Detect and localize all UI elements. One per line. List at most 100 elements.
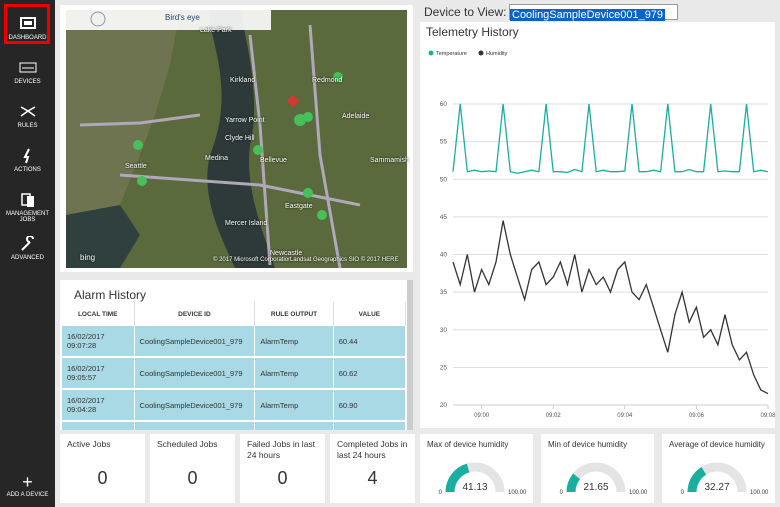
map[interactable] — [60, 5, 413, 272]
alarm-cell: 16/02/2017 09:04:28 — [62, 389, 135, 422]
alarm-table: LOCAL TIME DEVICE ID RULE OUTPUT VALUE 16/02… — [62, 302, 407, 430]
legend-label: Humidity — [486, 51, 508, 57]
alarm-cell: AlarmTemp — [254, 357, 334, 390]
map-label: Adelaide — [342, 113, 370, 120]
gauge-label: Max of device humidity — [427, 440, 509, 449]
alarm-cell: AlarmTemp — [254, 389, 334, 422]
nav-label: MANAGEMENT JOBS — [5, 211, 49, 223]
nav-item[interactable]: RULES — [0, 94, 55, 142]
device-value: CoolingSampleDevice001_979 — [510, 9, 666, 21]
alarm-cell: CoolingSampleDevice001_979 — [134, 357, 256, 390]
alarm-cell: 16/02/2017 — [62, 421, 135, 430]
map-copyright: © 2017 Microsoft Corporation — [213, 257, 292, 263]
alarm-cell: 16/02/2017 09:07:28 — [62, 326, 135, 358]
nav-label: DASHBOARD — [8, 35, 47, 41]
gauge-min: 0 — [560, 490, 564, 496]
device-label: Device to View: — [424, 5, 507, 19]
nav-label: ADVANCED — [11, 255, 44, 261]
gauge-max: 100.00 — [508, 490, 527, 496]
job-tile: Active Jobs 0 — [60, 434, 145, 503]
y-tick-label: 55 — [440, 139, 448, 146]
map-label: Yarrow Point — [225, 117, 265, 124]
nav-icon — [22, 148, 30, 164]
alarm-row: 16/02/2017 09:05:57 CoolingSampleDevice00… — [62, 357, 407, 390]
tile-value: 0 — [97, 468, 108, 488]
nav-item[interactable]: MANAGEMENT JOBS — [0, 182, 55, 230]
y-tick-label: 35 — [440, 289, 448, 296]
x-tick-label: 09:04 — [617, 413, 633, 419]
nav-item[interactable]: ACTIONS — [0, 138, 55, 186]
y-tick-label: 50 — [440, 176, 448, 183]
nav-icon — [20, 193, 34, 207]
alarm-cell: CoolingSampleDevice001_979 — [134, 421, 256, 430]
map-mode[interactable]: Bird's eye — [165, 13, 200, 22]
nav-label: RULES — [17, 123, 38, 129]
column-header: RULE OUTPUT — [254, 302, 334, 326]
gauge-tile: Min of device humidity 21.65 0 100.00 — [541, 434, 654, 503]
tile-value: 0 — [187, 468, 198, 488]
nav-label: DEVICES — [14, 79, 41, 85]
legend-marker — [478, 50, 484, 56]
map-label: Mercer Island — [225, 220, 268, 227]
column-header: LOCAL TIME — [62, 302, 135, 326]
alarm-cell: AlarmTemp — [254, 421, 334, 430]
column-header: DEVICE ID — [134, 302, 256, 326]
gauge-value-arc — [445, 463, 470, 493]
device-select[interactable]: CoolingSampleDevice001_979 — [509, 4, 678, 21]
nav-item[interactable]: DEVICES — [0, 50, 55, 98]
alarm-title: Alarm History — [74, 288, 147, 302]
gauge-label: Min of device humidity — [548, 440, 628, 449]
x-tick-label: 09:00 — [474, 413, 490, 419]
y-tick-label: 25 — [440, 364, 448, 371]
gauge-value: 32.27 — [704, 482, 729, 493]
tile-label: Scheduled Jobs — [157, 439, 218, 449]
tile-value: 4 — [367, 468, 378, 488]
gauge-value: 41.13 — [462, 482, 487, 493]
x-tick-label: 09:02 — [546, 413, 562, 419]
y-tick-label: 30 — [440, 327, 448, 334]
alarm-row: 16/02/2017 09:07:28 CoolingSampleDevice00… — [62, 326, 407, 358]
tile-label: Active Jobs — [67, 439, 111, 449]
alarm-cell: CoolingSampleDevice001_979 — [134, 389, 256, 422]
x-tick-label: 09:08 — [760, 413, 775, 419]
nav-label: ACTIONS — [14, 167, 41, 173]
nav-item[interactable]: DASHBOARD — [0, 6, 55, 54]
alarm-cell: 60.62 — [333, 357, 407, 390]
gauge-label: Average of device humidity — [669, 440, 765, 449]
y-tick-label: 40 — [440, 252, 448, 259]
y-tick-label: 45 — [440, 214, 448, 221]
gauge-min: 0 — [681, 490, 685, 496]
add-device-label: ADD A DEVICE — [6, 492, 49, 498]
alarm-cell: 16/02/2017 09:05:57 — [62, 357, 135, 390]
alarm-cell: AlarmTemp — [254, 326, 334, 358]
map-logo: bing — [80, 253, 96, 262]
gauge-max: 100.00 — [629, 490, 648, 496]
gauge: 32.27 0 100.00 — [681, 462, 769, 496]
sidebar — [0, 0, 55, 507]
alarm-cell: 60.44 — [333, 326, 407, 358]
chart: Telemetry History 20 25 30 35 40 45 50 55 60 09:0… — [426, 25, 776, 419]
alarm-row: 16/02/2017 09:04:28 CoolingSampleDevice00… — [62, 389, 407, 422]
map-label: Seattle — [125, 163, 147, 170]
nav-item[interactable]: ADVANCED — [0, 226, 55, 274]
gauge-max: 100.00 — [750, 490, 769, 496]
map-attribution: Landsat Geographics SIO © 2017 HERE — [290, 257, 399, 263]
scrollbar[interactable] — [407, 280, 413, 430]
gauge-value-arc — [687, 466, 707, 493]
column-header: VALUE — [333, 302, 407, 326]
add-device[interactable]: + ADD A DEVICE — [0, 470, 55, 506]
map-label: Newcastle — [270, 250, 303, 257]
alarm-panel: Alarm History LOCAL TIME DEVICE ID RULE OU… — [60, 280, 413, 430]
gauge-tile: Max of device humidity 41.13 0 100.00 — [420, 434, 533, 503]
alarm-cell: CoolingSampleDevice001_979 — [134, 326, 256, 358]
gauge-tile: Average of device humidity 32.27 0 100.00 — [662, 434, 775, 503]
gauge-value: 21.65 — [583, 482, 608, 493]
telemetry-panel: Telemetry History 20 25 30 35 40 45 50 55 60 09:0… — [420, 22, 776, 428]
map-label: Bellevue — [260, 157, 287, 164]
y-tick-label: 20 — [440, 402, 448, 409]
alarm-row: 16/02/2017CoolingSampleDevice001_979Alar… — [62, 421, 407, 430]
nav-icon — [20, 106, 35, 117]
job-tile: Scheduled Jobs 0 — [150, 434, 235, 503]
gauge-value-arc — [566, 473, 581, 493]
